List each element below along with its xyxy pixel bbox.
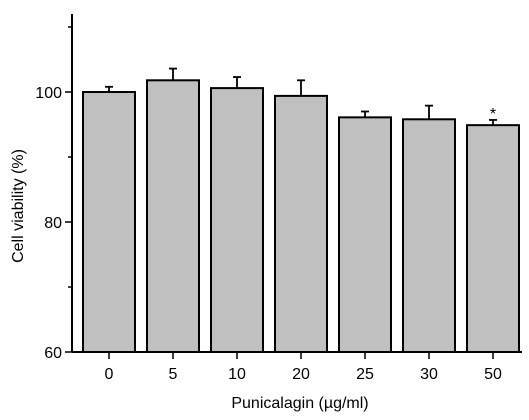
bar-0 [82, 91, 136, 353]
bars-layer [82, 79, 520, 354]
significance-layer: * [490, 106, 496, 123]
significance-mark-50: * [490, 106, 496, 123]
bar-20 [274, 94, 328, 354]
bar-25 [338, 116, 392, 353]
y-tick-label-100: 100 [35, 85, 62, 102]
x-tick-label-25: 25 [356, 366, 374, 383]
x-tick-label-10: 10 [228, 366, 246, 383]
axes-layer: 0 5 10 20 25 30 50 60 80 100 [35, 14, 522, 383]
x-tick-label-30: 30 [420, 366, 438, 383]
x-axis-label: Punicalagin (µg/ml) [231, 395, 368, 412]
x-tick-label-5: 5 [169, 366, 178, 383]
x-tick-label-20: 20 [292, 366, 310, 383]
error-bars-layer [105, 67, 497, 126]
x-tick-label-50: 50 [484, 366, 502, 383]
bar-30 [402, 118, 456, 353]
y-axis-label: Cell viability (%) [10, 149, 27, 263]
x-tick-label-0: 0 [105, 366, 114, 383]
bar-5 [146, 79, 200, 354]
y-tick-label-80: 80 [44, 215, 62, 232]
y-tick-label-60: 60 [44, 345, 62, 362]
bar-50 [466, 124, 520, 354]
bar-10 [210, 87, 264, 353]
